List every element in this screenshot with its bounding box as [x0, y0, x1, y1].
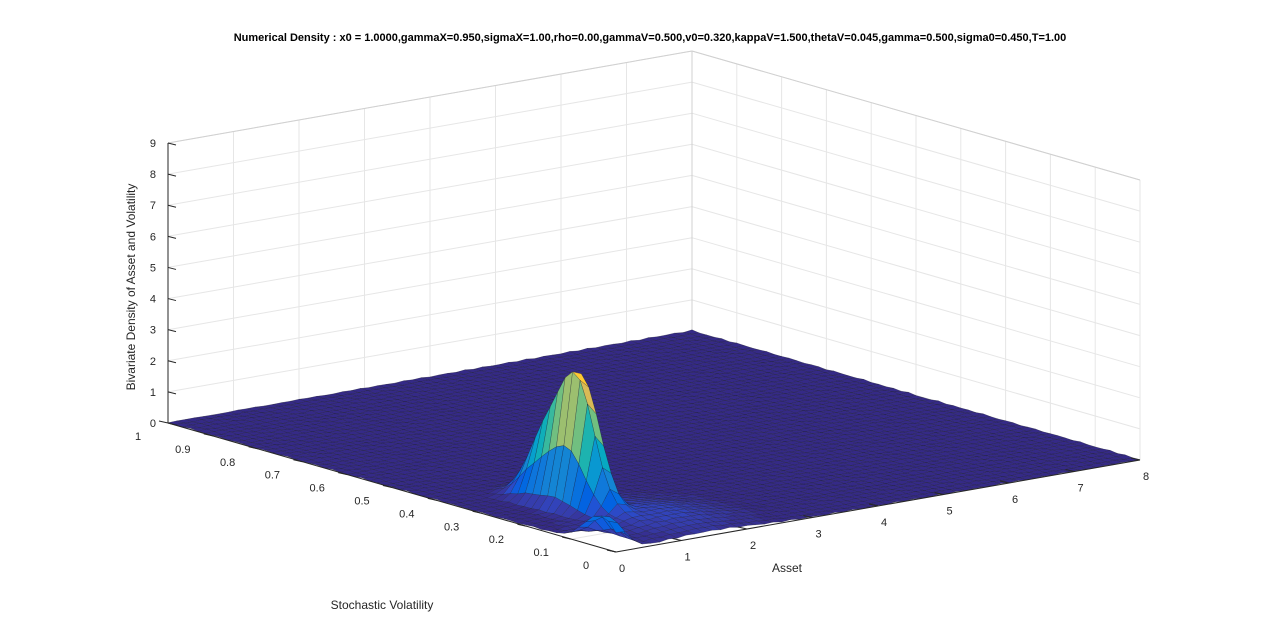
asset-tick-label: 0 [619, 563, 625, 575]
volatility-tick-label: 0.4 [399, 508, 414, 520]
asset-tick-label: 8 [1143, 471, 1149, 483]
volatility-tick-mark [472, 510, 482, 514]
z-tick-mark [167, 298, 177, 302]
z-tick-mark [167, 329, 177, 333]
z-tick-mark [167, 235, 177, 239]
asset-tick-mark [1130, 457, 1141, 461]
surface-patch [608, 520, 626, 533]
volatility-axis-ticks: 0 0.1 0.2 0.3 0.4 0.5 0.6 0.7 0.8 0.9 1 [135, 420, 617, 572]
asset-axis-ticks: 0 1 2 3 4 5 6 7 8 [606, 457, 1149, 575]
asset-tick-label: 3 [815, 529, 821, 541]
z-tick-label: 0 [150, 418, 156, 430]
asset-tick-label: 7 [1077, 483, 1083, 495]
volatility-tick-mark [382, 485, 393, 488]
z-tick-mark [167, 266, 177, 270]
volatility-tick-label: 0.1 [534, 547, 549, 559]
z-tick-label: 6 [150, 231, 156, 243]
volatility-tick-label: 0.8 [220, 457, 235, 469]
asset-tick-label: 1 [684, 552, 690, 564]
box-edge [691, 50, 1141, 181]
asset-tick-label: 4 [881, 517, 887, 529]
volatility-tick-label: 0.7 [265, 470, 280, 482]
volatility-tick-mark [562, 536, 572, 540]
box-edge [167, 50, 693, 144]
z-tick-label: 5 [150, 262, 156, 274]
asset-tick-mark [934, 492, 944, 495]
z-tick-mark [167, 391, 177, 395]
z-tick-mark [167, 142, 177, 146]
volatility-tick-label: 0.6 [310, 483, 325, 495]
z-tick-mark [167, 204, 177, 208]
z-tick-label: 4 [150, 294, 156, 306]
volatility-tick-mark [427, 497, 437, 501]
z-tick-label: 9 [150, 138, 156, 150]
volatility-tick-mark [158, 420, 169, 424]
volatility-tick-label: 0 [583, 560, 589, 572]
z-tick-label: 8 [150, 169, 156, 181]
volatility-axis-label: Stochastic Volatility [331, 598, 434, 612]
z-axis-label: Bivariate Density of Asset and Volatilit… [124, 184, 138, 391]
z-axis-ticks: 0 1 2 3 4 5 6 7 8 9 [150, 138, 177, 430]
asset-tick-label: 5 [946, 506, 952, 518]
volatility-tick-mark [293, 459, 303, 463]
volatility-tick-mark [203, 433, 213, 437]
asset-tick-mark [999, 480, 1010, 484]
volatility-tick-label: 0.5 [354, 496, 369, 508]
volatility-tick-label: 0.9 [175, 444, 190, 456]
asset-tick-label: 6 [1012, 494, 1018, 506]
volatility-tick-mark [517, 523, 527, 527]
z-tick-label: 7 [150, 200, 156, 212]
volatility-tick-label: 0.2 [489, 534, 504, 546]
asset-tick-mark [737, 526, 748, 530]
z-tick-label: 3 [150, 325, 156, 337]
asset-axis-label: Asset [772, 561, 803, 575]
asset-tick-label: 2 [750, 540, 756, 552]
asset-tick-mark [868, 503, 879, 507]
z-tick-mark [167, 173, 177, 177]
chart-title: Numerical Density : x0 = 1.0000,gammaX=0… [234, 32, 1067, 44]
volatility-tick-label: 0.3 [444, 521, 459, 533]
density-surface [167, 329, 1141, 545]
z-tick-mark [167, 360, 177, 364]
asset-tick-mark [803, 515, 813, 518]
volatility-tick-label: 1 [135, 431, 141, 443]
asset-tick-mark [672, 538, 682, 541]
volatility-tick-mark [248, 446, 258, 450]
z-tick-label: 2 [150, 356, 156, 368]
asset-tick-mark [606, 549, 617, 553]
z-tick-label: 1 [150, 387, 156, 399]
volatility-tick-mark [338, 472, 348, 476]
z-tick-mark [167, 422, 177, 426]
asset-tick-mark [1065, 469, 1075, 472]
